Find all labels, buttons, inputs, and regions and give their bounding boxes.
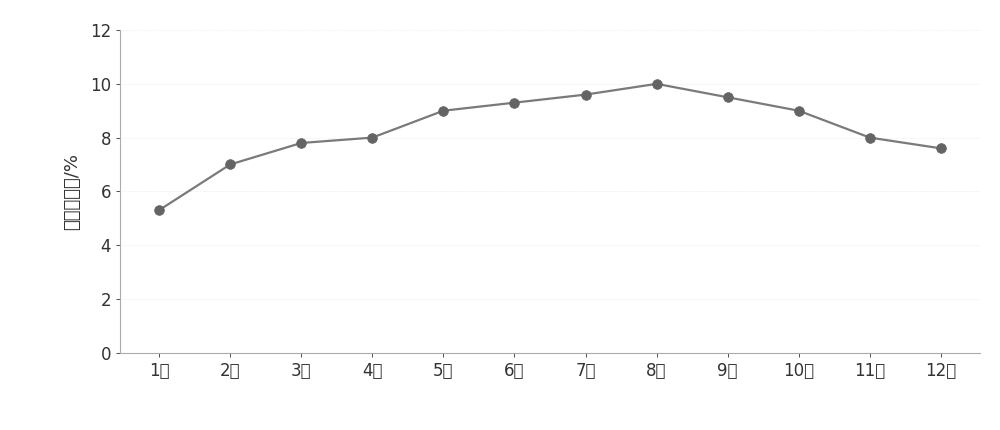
Y-axis label: 月分配系数/%: 月分配系数/% xyxy=(63,153,81,230)
